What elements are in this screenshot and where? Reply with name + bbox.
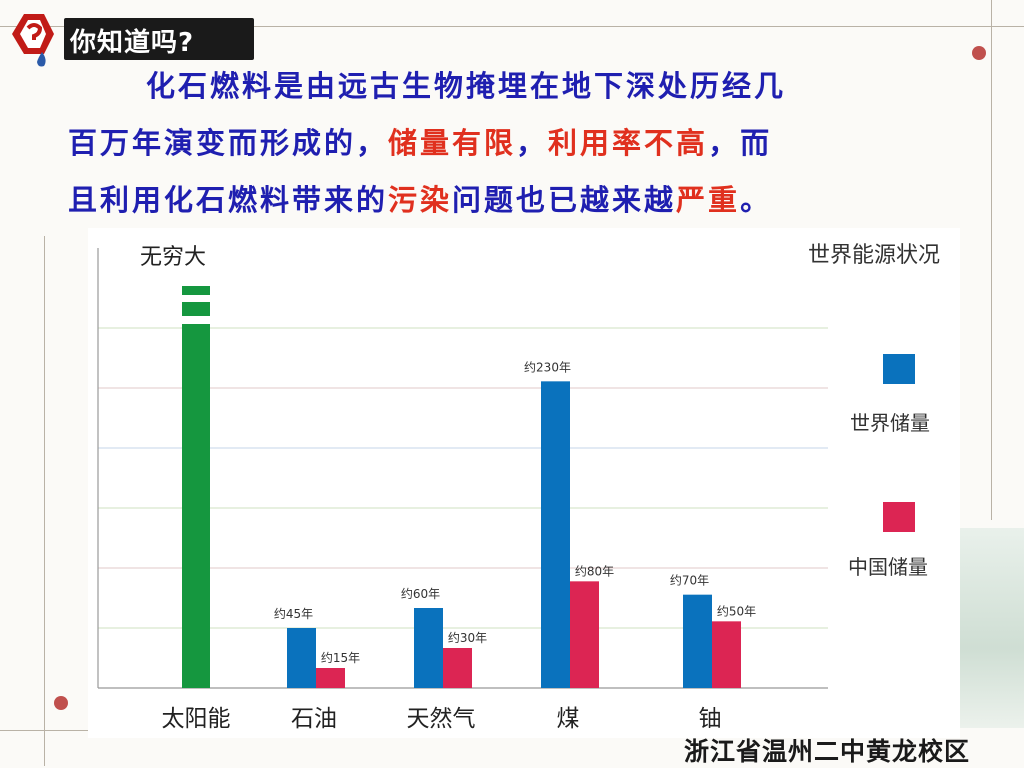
data-label-china: 约80年 <box>575 563 614 578</box>
bar-world <box>414 608 443 688</box>
frame-right-line <box>991 0 992 520</box>
question-drop-icon <box>12 14 54 67</box>
category-label: 天然气 <box>407 706 476 732</box>
data-label-china: 约30年 <box>448 630 487 645</box>
data-label-world: 约70年 <box>670 573 709 588</box>
bar-china <box>443 648 472 688</box>
intro-line-1: 化石燃料是由远古生物掩埋在地下深处历经几 <box>68 58 956 115</box>
school-name: 浙江省温州二中黄龙校区 <box>684 737 971 766</box>
highlight-low-utilization: 利用率不高 <box>548 126 709 160</box>
bar-china <box>712 621 741 688</box>
data-label-world: 约45年 <box>274 606 313 621</box>
intro-text: 百万年演变而形成的， <box>68 126 389 160</box>
intro-line-2: 百万年演变而形成的，储量有限，利用率不高，而 <box>68 115 956 172</box>
intro-paragraph: 化石燃料是由远古生物掩埋在地下深处历经几 百万年演变而形成的，储量有限，利用率不… <box>68 58 956 229</box>
did-you-know-header: 你知道吗? <box>4 8 254 67</box>
data-label-world: 约230年 <box>524 359 571 374</box>
highlight-pollution: 污染 <box>388 183 453 217</box>
bar-world <box>541 381 570 688</box>
infinite-bar-cap <box>182 286 210 295</box>
bar-world <box>287 628 316 688</box>
data-label-china: 约15年 <box>321 650 360 665</box>
intro-text: 且利用化石燃料带来的 <box>68 183 389 217</box>
category-label: 石油 <box>291 706 337 732</box>
data-label-china: 约50年 <box>717 603 756 618</box>
frame-left-line <box>44 236 45 766</box>
bar-solar <box>182 324 210 688</box>
intro-text: ，而 <box>708 126 773 160</box>
legend-label-china: 中国储量 <box>848 555 928 579</box>
legend-label-world: 世界储量 <box>850 411 930 435</box>
chart-title: 世界能源状况 <box>808 243 940 268</box>
infinite-bar-cap <box>182 302 210 316</box>
data-label-world: 约60年 <box>401 586 440 601</box>
infinity-label: 无穷大 <box>140 245 206 270</box>
legend-swatch-china <box>883 502 915 532</box>
intro-text: 。 <box>740 183 773 217</box>
category-label: 煤 <box>557 706 580 732</box>
frame-dot-topright <box>972 46 986 60</box>
category-label: 太阳能 <box>162 706 231 732</box>
intro-text: 问题也已越来越 <box>452 183 677 217</box>
header-bar <box>64 18 254 60</box>
header-label: 你知道吗? <box>70 28 195 58</box>
leaf-decoration <box>958 528 1024 728</box>
frame-dot-bottomleft <box>54 696 68 710</box>
frame-top-line <box>0 26 1024 27</box>
intro-line-3: 且利用化石燃料带来的污染问题也已越来越严重。 <box>68 172 956 229</box>
category-label: 铀 <box>699 706 722 732</box>
highlight-serious: 严重 <box>676 183 741 217</box>
bar-world <box>683 594 712 688</box>
highlight-limited-reserves: 储量有限 <box>388 126 517 160</box>
intro-text: 化石燃料是由远古生物掩埋在地下深处历经几 <box>146 69 787 103</box>
legend-swatch-world <box>883 354 915 384</box>
bar-china <box>316 668 345 688</box>
energy-chart: 无穷大 世界能源状况 太阳能 石油 约45年约15年天然气 约60年约30年煤 约230… <box>88 228 960 738</box>
bar-china <box>570 581 599 688</box>
intro-text: ， <box>516 126 549 160</box>
